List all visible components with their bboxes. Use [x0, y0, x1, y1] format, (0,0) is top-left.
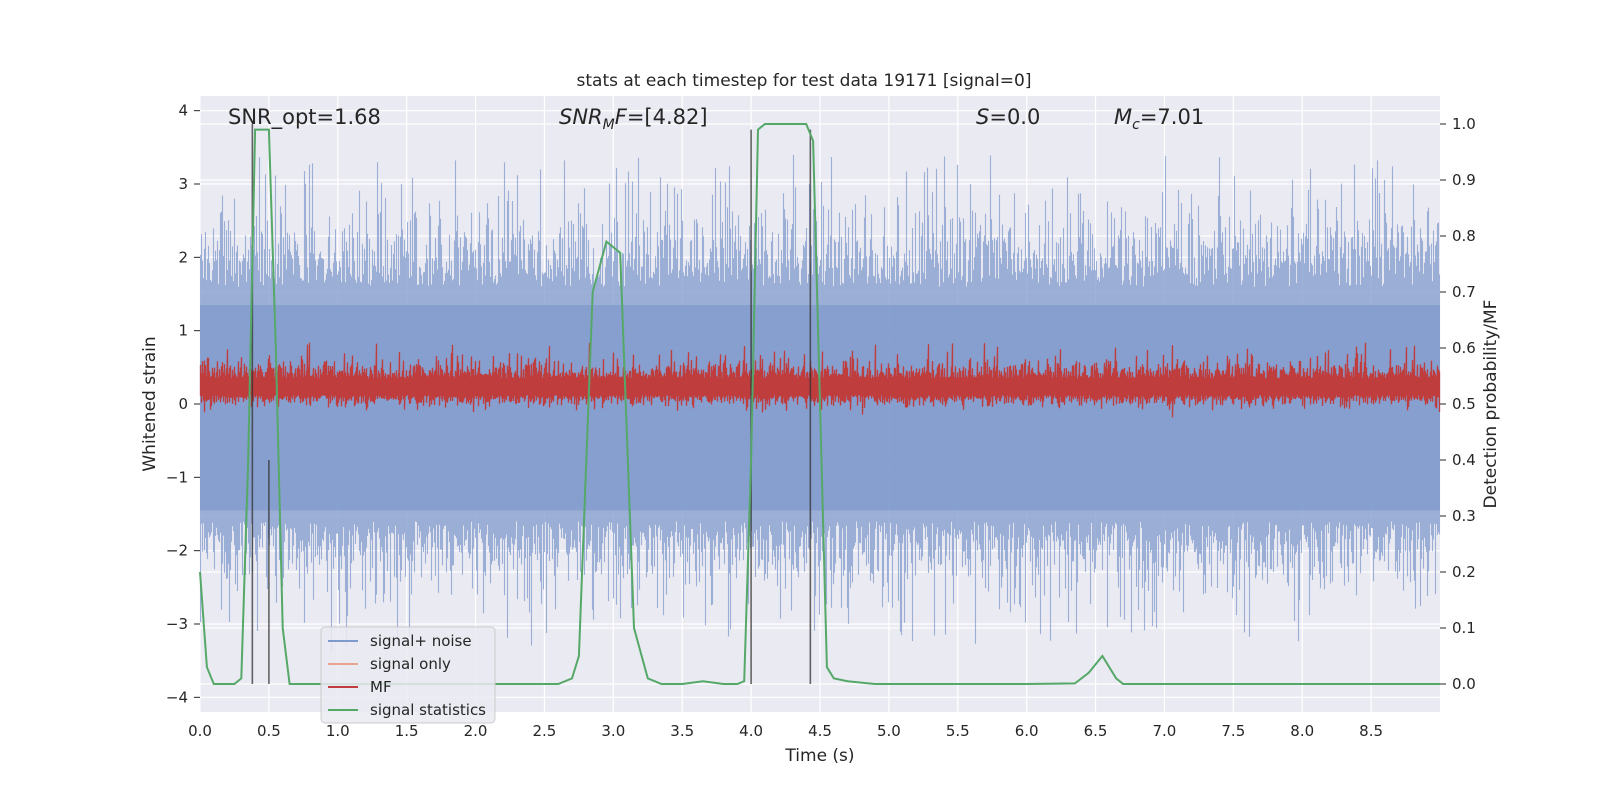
x-tick-label: 7.5: [1221, 722, 1245, 740]
y-left-tick-label: 4: [178, 102, 188, 120]
y-right-tick-label: 0.1: [1452, 619, 1476, 637]
legend-label: signal only: [370, 655, 451, 673]
y-right-tick-label: 0.5: [1452, 395, 1476, 413]
y-left-tick-label: −3: [166, 615, 188, 633]
annotation-snr-mf-value: =[4.82]: [627, 105, 708, 129]
legend-label: signal statistics: [370, 701, 486, 719]
x-tick-label: 1.5: [395, 722, 419, 740]
chart-title: stats at each timestep for test data 191…: [577, 71, 1032, 91]
y-left-tick-label: −4: [166, 688, 188, 706]
annotation-mc-symbol: M: [1114, 105, 1132, 129]
x-axis-label: Time (s): [784, 746, 854, 766]
series-signal-statistics: [199, 123, 1440, 685]
y-left-tick-label: 1: [178, 322, 188, 340]
annotation-snr-opt: SNR_opt=1.68: [228, 105, 381, 130]
annotation-s-symbol: S: [976, 105, 989, 129]
x-tick-label: 2.0: [464, 722, 488, 740]
y-left-tick-labels: −4 −3 −2 −1 0 1 2 3 4: [166, 102, 200, 706]
x-tick-label: 1.0: [326, 722, 350, 740]
x-tick-label: 5.5: [946, 722, 970, 740]
x-tick-label: 3.0: [601, 722, 625, 740]
x-tick-label: 8.5: [1359, 722, 1383, 740]
y-right-tick-label: 0.6: [1452, 339, 1476, 357]
annotation-snr-mf: SNRMF=[4.82]: [559, 105, 708, 133]
x-tick-label: 2.5: [533, 722, 557, 740]
y-right-axis-label: Detection probability/MF: [1481, 300, 1501, 509]
x-tick-label: 3.5: [670, 722, 694, 740]
annotation-mc-sub: c: [1132, 117, 1140, 133]
y-right-tick-label: 0.3: [1452, 507, 1476, 525]
y-right-tick-label: 0.0: [1452, 675, 1476, 693]
x-tick-label: 5.0: [877, 722, 901, 740]
x-tick-label: 7.0: [1153, 722, 1177, 740]
x-tick-labels: 0.0 0.5 1.0 1.5 2.0 2.5 3.0 3.5 4.0 4.5 5.0 5.5 6.0 6…: [188, 722, 1383, 740]
x-tick-label: 6.5: [1084, 722, 1108, 740]
y-right-tick-label: 1.0: [1452, 115, 1476, 133]
annotation-mc: Mc=7.01: [1114, 105, 1204, 133]
y-right-tick-label: 0.8: [1452, 227, 1476, 245]
x-tick-label: 0.0: [188, 722, 212, 740]
annotation-snr-mf-f: F: [615, 105, 628, 129]
y-left-tick-label: 0: [178, 395, 188, 413]
y-right-tick-label: 0.4: [1452, 451, 1476, 469]
legend: signal+ noise signal only MF signal statist…: [320, 626, 496, 724]
annotation-s-value: =0.0: [989, 105, 1040, 129]
y-left-tick-label: −2: [166, 542, 188, 560]
signal-statistics-line: [199, 123, 1440, 685]
annotation-snr-mf-symbol: SNR: [559, 105, 603, 129]
legend-label: signal+ noise: [370, 632, 472, 650]
y-left-tick-label: 3: [178, 175, 188, 193]
annotation-mc-value: =7.01: [1140, 105, 1204, 129]
y-left-axis-label: Whitened strain: [140, 336, 160, 471]
legend-label: MF: [370, 678, 392, 696]
x-tick-label: 0.5: [257, 722, 281, 740]
y-right-tick-label: 0.2: [1452, 563, 1476, 581]
legend-box: [320, 626, 496, 724]
y-right-tick-label: 0.7: [1452, 283, 1476, 301]
y-right-tick-label: 0.9: [1452, 171, 1476, 189]
annotation-snr-mf-sub: M: [603, 117, 615, 133]
x-tick-label: 4.0: [739, 722, 763, 740]
annotation-s: S=0.0: [976, 105, 1040, 129]
y-left-tick-label: 2: [178, 248, 188, 266]
x-tick-label: 8.0: [1290, 722, 1314, 740]
x-tick-label: 6.0: [1015, 722, 1039, 740]
y-left-tick-label: −1: [166, 468, 188, 486]
x-tick-label: 4.5: [808, 722, 832, 740]
y-right-tick-labels: 0.0 0.1 0.2 0.3 0.4 0.5 0.6 0.7 0.8 0.9 1.0: [1440, 115, 1476, 693]
